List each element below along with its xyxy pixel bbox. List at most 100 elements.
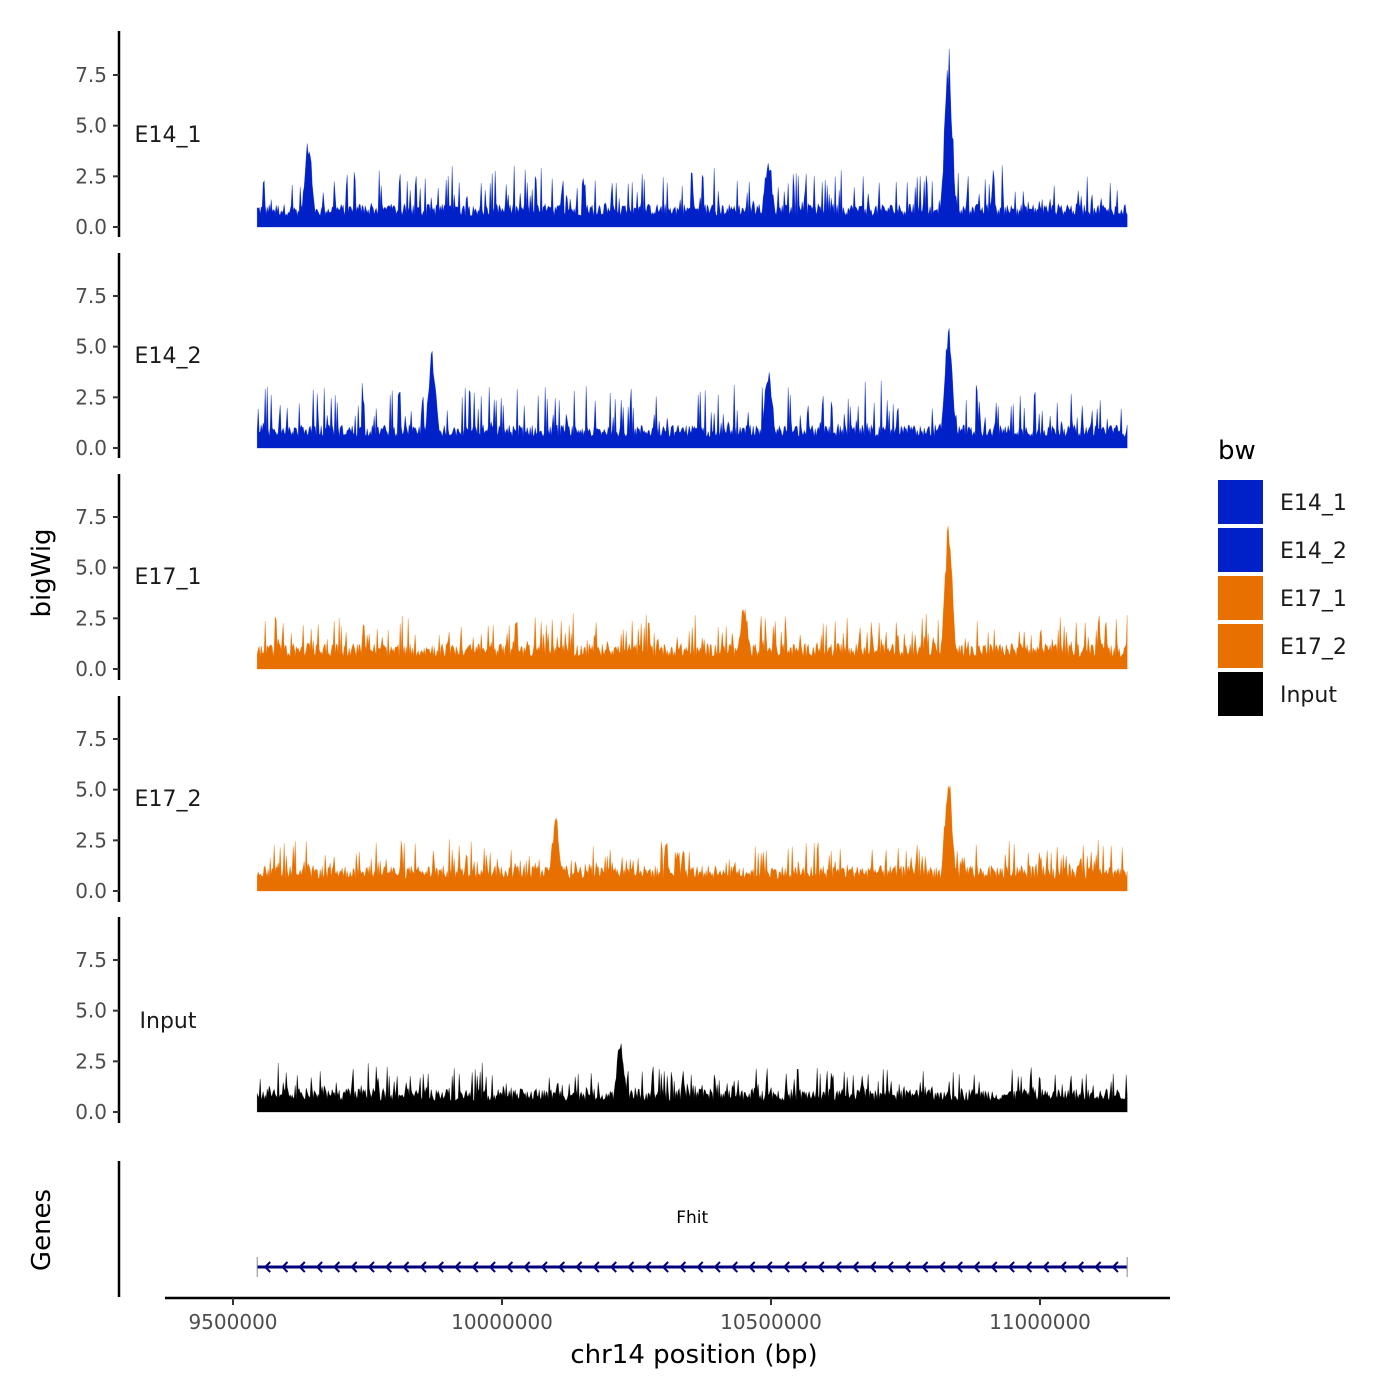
strand-arrow — [661, 1261, 669, 1273]
x-tick-label: 11000000 — [989, 1310, 1091, 1334]
y-tick-label: 7.5 — [75, 948, 107, 972]
strand-arrow — [696, 1261, 704, 1273]
strand-arrow — [384, 1261, 393, 1273]
track-label: E14_2 — [135, 344, 202, 369]
track-panel-e17-2: 0.0 2.5 5.0 7.5 E17_2 — [75, 696, 1128, 903]
strand-arrow — [938, 1261, 946, 1273]
strand-arrow — [1024, 1261, 1033, 1273]
legend-swatch — [1218, 672, 1263, 716]
y-tick-label: 5.0 — [75, 114, 107, 138]
x-tick-label: 10000000 — [451, 1310, 553, 1334]
legend-swatch — [1218, 480, 1263, 524]
strand-arrow — [1076, 1261, 1085, 1273]
y-tick-label: 7.5 — [75, 284, 107, 308]
strand-arrow — [748, 1261, 756, 1273]
strand-arrow — [471, 1261, 479, 1273]
strand-arrow — [488, 1261, 496, 1273]
y-tick-label: 2.5 — [75, 164, 107, 188]
legend-label: E17_2 — [1280, 635, 1347, 660]
strand-arrow — [419, 1261, 427, 1273]
y-tick-label: 7.5 — [75, 505, 107, 529]
strand-arrow — [263, 1261, 271, 1273]
strand-arrow — [886, 1261, 894, 1273]
y-tick-label: 7.5 — [75, 727, 107, 751]
strand-arrow — [765, 1261, 773, 1273]
y-tick-label: 0.0 — [75, 879, 107, 903]
strand-arrow — [678, 1261, 687, 1273]
coverage-area — [256, 526, 1128, 670]
strand-arrow — [1094, 1261, 1102, 1273]
track-label: E17_1 — [135, 565, 202, 590]
strand-arrow — [367, 1261, 375, 1273]
legend-label: E14_1 — [1280, 491, 1347, 516]
strand-arrow — [557, 1261, 566, 1273]
track-label: Input — [140, 1009, 197, 1034]
y-tick-label: 0.0 — [75, 215, 107, 239]
strand-arrow — [903, 1261, 912, 1273]
track-panel-e14-2: 0.0 2.5 5.0 7.5 E14_2 — [75, 253, 1128, 460]
strand-arrow — [609, 1261, 617, 1273]
coverage-area — [256, 785, 1128, 892]
x-axis-title: chr14 position (bp) — [570, 1340, 817, 1370]
strand-arrow — [505, 1261, 514, 1273]
strand-arrow — [627, 1261, 635, 1273]
x-axis: 9500000 10000000 10500000 11000000 — [165, 1296, 1170, 1334]
strand-arrow — [298, 1261, 306, 1273]
y-tick-label: 0.0 — [75, 657, 107, 681]
y-axis-title: bigWig — [27, 528, 57, 617]
strand-arrow — [281, 1261, 289, 1273]
track-panel-e14-1: 0.0 2.5 5.0 7.5 E14_1 — [75, 31, 1128, 239]
tracks-layer: 0.0 2.5 5.0 7.5 E14_1 0.0 2.5 5.0 7.5 E14_2 0.0 2.5… — [75, 31, 1128, 1124]
y-tick-label: 5.0 — [75, 556, 107, 580]
strand-arrow — [350, 1261, 358, 1273]
genes-axis-title: Genes — [27, 1189, 57, 1271]
y-tick-label: 5.0 — [75, 335, 107, 359]
strand-arrow — [315, 1261, 323, 1273]
strand-arrow — [1007, 1261, 1015, 1273]
track-label: E17_2 — [135, 787, 202, 812]
strand-arrow — [1111, 1261, 1119, 1273]
strand-arrow — [834, 1261, 842, 1273]
strand-arrow — [800, 1261, 808, 1273]
legend-label: E17_1 — [1280, 587, 1347, 612]
y-tick-label: 7.5 — [75, 63, 107, 87]
strand-arrow — [436, 1261, 444, 1273]
genes-panel: Fhit — [117, 1161, 1128, 1297]
y-tick-label: 0.0 — [75, 1100, 107, 1124]
legend-label: Input — [1280, 683, 1337, 708]
coverage-area — [256, 328, 1128, 449]
track-panel-input: 0.0 2.5 5.0 7.5 Input — [75, 917, 1128, 1124]
y-tick-label: 2.5 — [75, 385, 107, 409]
track-label: E14_1 — [135, 123, 202, 148]
strand-arrow — [851, 1261, 860, 1273]
gene-label-fhit: Fhit — [676, 1208, 708, 1228]
strand-arrow — [730, 1261, 739, 1273]
legend-swatch — [1218, 576, 1263, 620]
strand-arrow — [540, 1261, 548, 1273]
strand-arrow — [592, 1261, 600, 1273]
x-tick-label: 10500000 — [720, 1310, 822, 1334]
x-tick-label: 9500000 — [188, 1310, 277, 1334]
coverage-area — [256, 48, 1128, 228]
strand-arrow — [523, 1261, 531, 1273]
strand-arrow — [332, 1261, 341, 1273]
track-panel-e17-1: 0.0 2.5 5.0 7.5 E17_1 — [75, 474, 1128, 681]
strand-arrow — [1059, 1261, 1067, 1273]
y-tick-label: 5.0 — [75, 778, 107, 802]
legend-title: bw — [1218, 436, 1256, 466]
legend-label: E14_2 — [1280, 539, 1347, 564]
strand-arrow — [454, 1261, 462, 1273]
y-tick-label: 2.5 — [75, 606, 107, 630]
legend-swatch — [1218, 624, 1263, 668]
y-tick-label: 2.5 — [75, 1049, 107, 1073]
y-tick-label: 0.0 — [75, 436, 107, 460]
strand-arrow — [782, 1261, 790, 1273]
legend-swatch — [1218, 528, 1263, 572]
strand-arrow — [713, 1261, 721, 1273]
coverage-area — [256, 1043, 1128, 1113]
strand-arrow — [869, 1261, 877, 1273]
y-tick-label: 2.5 — [75, 828, 107, 852]
legend: bw E14_1 E14_2 E17_1 E17_2 Input — [1218, 436, 1347, 716]
strand-arrow — [955, 1261, 963, 1273]
